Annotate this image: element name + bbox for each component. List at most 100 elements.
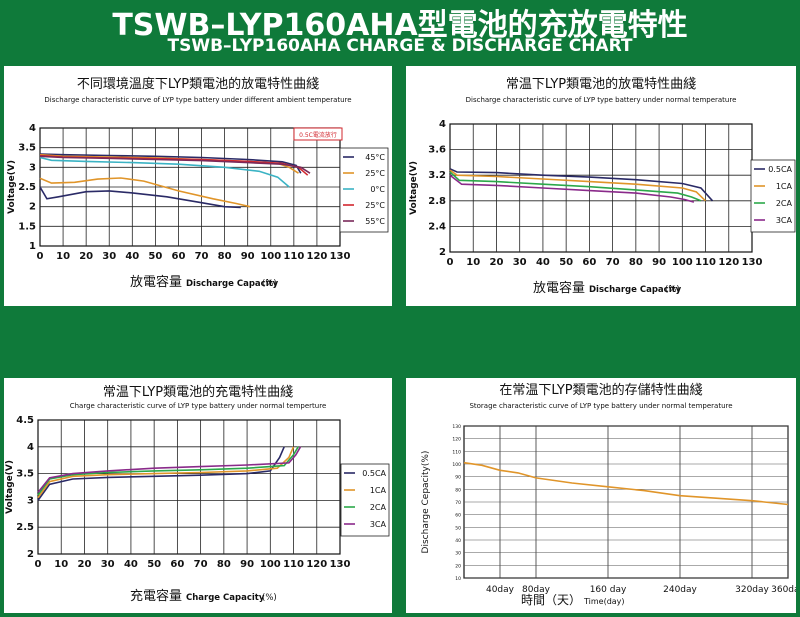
x-tick-label: 30 (101, 559, 115, 570)
x-axis-label: 時間（天） (521, 593, 581, 607)
chart-title: 不同環境溫度下LYP類電池的放電特性曲綫 (77, 76, 319, 92)
x-tick-label: 70 (195, 251, 209, 262)
series-line-unlabeled (463, 461, 789, 506)
x-tick-label: 60 (172, 251, 186, 262)
x-tick-label: 0 (447, 257, 454, 268)
y-tick-label: 2 (29, 202, 36, 213)
legend-label: 25°C (365, 169, 385, 178)
y-tick-label: 4 (27, 442, 34, 453)
legend-label: 2CA (776, 199, 793, 208)
x-tick-label: 90 (240, 559, 254, 570)
series-line-45C (39, 153, 302, 174)
x-tick-label: 10 (466, 257, 480, 268)
y-tick-label: 1 (29, 241, 36, 252)
x-tick-label: 90 (241, 251, 255, 262)
y-tick-label: 110 (452, 449, 461, 455)
chart-panel-normal-discharge: 常温下LYP類電池的放電特性曲綫 Discharge characteristic… (406, 66, 796, 306)
chart-normal-discharge: 常温下LYP類電池的放電特性曲綫 Discharge characteristic… (409, 76, 796, 296)
y-tick-label: 2.4 (428, 221, 446, 232)
y-tick-label: 50 (455, 525, 461, 531)
x-axis-label-en: Charge Capacity (186, 593, 265, 603)
x-tick-label: 30 (102, 251, 116, 262)
y-tick-label: 4 (439, 119, 446, 130)
legend-box (339, 147, 389, 233)
x-tick-label: 40day (486, 585, 515, 595)
y-axis-label: Voltage(V) (7, 160, 17, 214)
series-line-3CA (37, 446, 302, 493)
x-tick-label: 110 (695, 257, 716, 268)
x-tick-label: 10 (56, 251, 70, 262)
x-tick-label: 20 (78, 559, 92, 570)
series-line-unlabeled (39, 186, 241, 209)
y-tick-label: 80 (455, 487, 461, 493)
chart-temperature-discharge: 不同環境溫度下LYP類電池的放電特性曲綫 Discharge characteri… (7, 76, 389, 290)
series-line-55C (39, 155, 311, 174)
x-axis-label: 充電容量 (130, 588, 182, 604)
y-tick-label: 4 (29, 123, 36, 134)
y-tick-label: 120 (452, 437, 461, 443)
chart-title: 常温下LYP類電池的充電特性曲綫 (103, 384, 293, 400)
y-tick-label: 130 (452, 424, 461, 430)
x-tick-label: 80 (217, 559, 231, 570)
x-tick-label: 100 (672, 257, 693, 268)
x-tick-label: 80 (218, 251, 232, 262)
legend-label: 1CA (370, 486, 387, 495)
legend-label: 0.5CA (362, 469, 386, 478)
x-tick-label: 70 (194, 559, 208, 570)
chart-subtitle: Charge characteristic curve of LYP type … (70, 402, 327, 410)
legend-label: 0°C (370, 185, 385, 194)
y-tick-label: 3.5 (16, 469, 34, 480)
y-tick-label: 10 (455, 576, 461, 582)
chart-title: 常温下LYP類電池的放電特性曲綫 (506, 76, 696, 92)
x-tick-label: 0 (35, 559, 42, 570)
x-tick-label: 120 (306, 559, 327, 570)
x-tick-label: 320day (735, 585, 769, 595)
x-tick-label: 100 (260, 251, 281, 262)
legend-label: 3CA (370, 520, 387, 529)
x-tick-label: 70 (606, 257, 620, 268)
x-tick-label: 160 day (590, 585, 627, 595)
legend-label: 0.5CA (768, 165, 792, 174)
x-tick-label: 130 (330, 251, 351, 262)
x-tick-label: 120 (718, 257, 739, 268)
chart-storage: 在常温下LYP類電池的存儲特性曲綫 Storage characteristic … (421, 382, 800, 607)
y-tick-label: 3.5 (18, 143, 36, 154)
y-tick-label: 2.5 (16, 522, 34, 533)
chart-subtitle: Discharge characteristic curve of LYP ty… (44, 96, 351, 104)
y-tick-label: 100 (452, 462, 461, 468)
plot-area (37, 419, 341, 555)
chart-panel-temperature-discharge: 不同環境溫度下LYP類電池的放電特性曲綫 Discharge characteri… (4, 66, 392, 306)
chart-subtitle: Discharge characteristic curve of LYP ty… (466, 96, 737, 104)
x-tick-label: 60 (582, 257, 596, 268)
series-line-2CA (449, 171, 702, 202)
x-tick-label: 30 (513, 257, 527, 268)
y-tick-label: 3.2 (428, 170, 446, 181)
x-tick-label: 130 (742, 257, 763, 268)
x-tick-label: 110 (283, 559, 304, 570)
x-tick-label: 40 (124, 559, 138, 570)
y-tick-label: 60 (455, 513, 461, 519)
x-tick-label: 50 (559, 257, 573, 268)
title-chinese: TSWB–LYP160AHA型電池的充放電特性 (112, 8, 688, 43)
title-english: TSWB–LYP160AHA CHARGE & DISCHARGE CHART (167, 36, 633, 56)
y-tick-label: 2.5 (18, 182, 36, 193)
annotation-box (293, 127, 343, 141)
x-tick-label: 90 (652, 257, 666, 268)
x-tick-label: 100 (260, 559, 281, 570)
series-line-0.5CA (449, 168, 714, 202)
chart-charge: 常温下LYP類電池的充電特性曲綫 Charge characteristic cu… (5, 384, 390, 604)
series-line-1CA (449, 169, 707, 202)
y-tick-label: 4.5 (16, 415, 34, 426)
x-axis-label-en: Discharge Capacity (186, 279, 279, 289)
x-tick-label: 130 (330, 559, 351, 570)
series-line-2CA (37, 446, 299, 496)
legend-label: 2CA (370, 503, 387, 512)
series-line-3CA (449, 174, 695, 203)
chart-panel-storage: 在常温下LYP類電池的存儲特性曲綫 Storage characteristic … (406, 378, 800, 613)
page-header: TSWB–LYP160AHA型電池的充放電特性 TSWB–LYP160AHA C… (0, 0, 800, 60)
x-axis-label: 放電容量 (533, 280, 585, 296)
x-tick-label: 50 (147, 559, 161, 570)
legend-label: 1CA (776, 182, 793, 191)
x-axis-label: 放電容量 (130, 274, 182, 290)
y-tick-label: 3.6 (428, 145, 446, 156)
